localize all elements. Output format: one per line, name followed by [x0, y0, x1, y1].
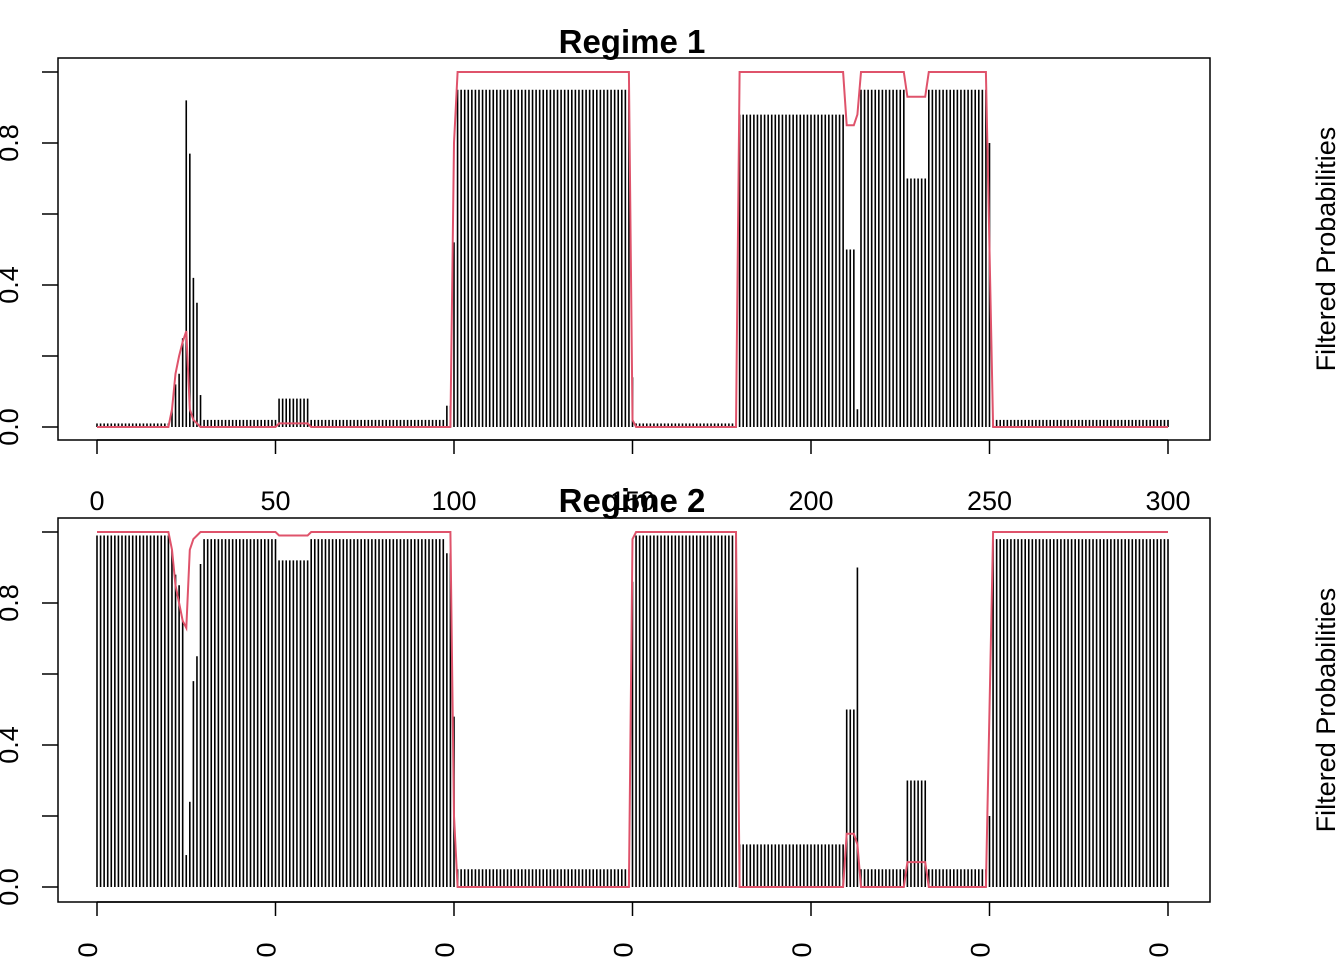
x-tick-label: 0 [430, 942, 460, 957]
y-tick-label: 0.0 [0, 408, 24, 446]
y-axis-label: Filtered Probabilities [1311, 588, 1341, 833]
x-tick-label: 150 [610, 486, 655, 516]
x-tick-label: 0 [966, 942, 996, 957]
x-tick-label: 0 [89, 486, 104, 516]
y-tick-label: 0.4 [0, 266, 24, 304]
bars [96, 89, 1169, 427]
x-tick-label: 0 [1144, 942, 1174, 957]
y-axis-label: Filtered Probabilities [1311, 127, 1341, 372]
y-tick-label: 0.0 [0, 868, 24, 906]
chart-title: Regime 1 [559, 23, 706, 60]
x-tick-label: 50 [260, 486, 290, 516]
x-tick-label: 0 [252, 942, 282, 957]
bars [96, 535, 1169, 887]
filtered-probability-line [97, 71, 1168, 428]
x-tick-label: 0 [787, 942, 817, 957]
y-tick-label: 0.4 [0, 726, 24, 764]
x-tick-label: 300 [1145, 486, 1190, 516]
plot-frame [57, 517, 1211, 903]
x-tick-label: 0 [73, 942, 103, 957]
chart-title: Regime 2 [559, 482, 706, 519]
panel-regime-2: 0 0 0 0 0 0 0 0.0 0.4 0.8 Regime 2 Filtered Proba… [0, 482, 1341, 958]
axis-ticks: 0 0 0 0 0 0 0 0.0 0.4 0.8 [0, 531, 1174, 958]
y-tick-label: 0.8 [0, 584, 24, 622]
x-tick-label: 100 [431, 486, 476, 516]
x-tick-label: 0 [609, 942, 639, 957]
panel-regime-1: 0 50 100 150 200 250 300 0.0 0.4 0.8 Regime 1 Fil… [0, 23, 1341, 516]
plot-frame [57, 57, 1211, 441]
axis-ticks: 0 50 100 150 200 250 300 0.0 0.4 0.8 [0, 71, 1191, 516]
x-tick-label: 200 [788, 486, 833, 516]
filtered-probability-line [97, 531, 1168, 888]
y-tick-label: 0.8 [0, 124, 24, 162]
x-tick-label: 250 [967, 486, 1012, 516]
